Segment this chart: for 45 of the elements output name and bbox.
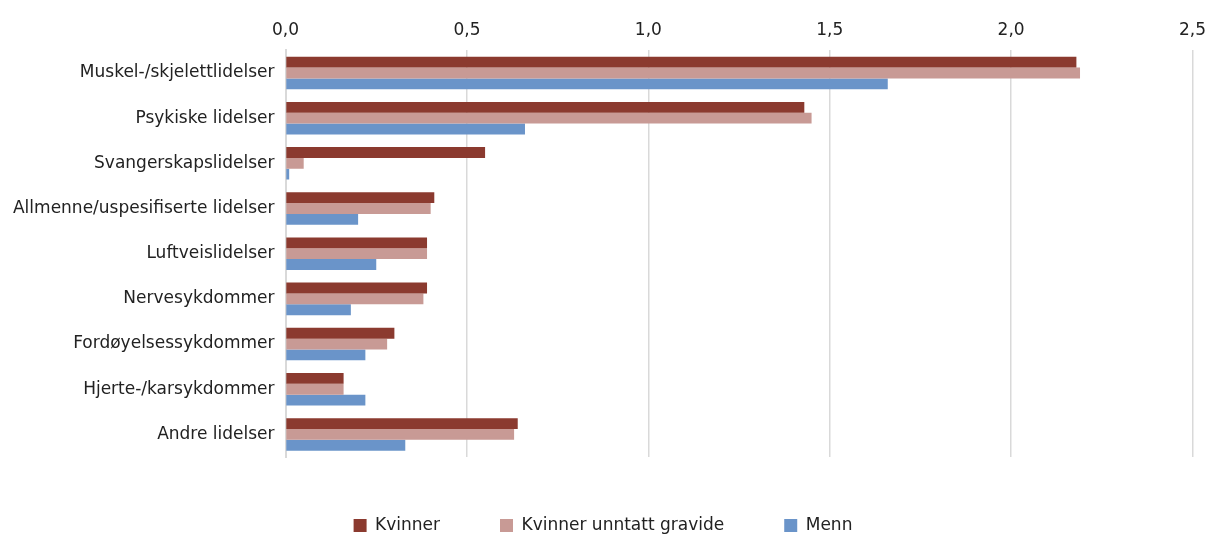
bar bbox=[286, 168, 290, 180]
bar bbox=[286, 428, 515, 440]
bar bbox=[286, 383, 344, 395]
x-tick-label: 2,5 bbox=[1178, 18, 1207, 39]
y-tick-label: Fordøyelsessykdommer bbox=[73, 332, 275, 353]
bar bbox=[286, 123, 525, 135]
bar bbox=[286, 439, 406, 451]
bar bbox=[286, 56, 1077, 68]
bar bbox=[286, 418, 518, 429]
y-tick-label: Luftveislidelser bbox=[146, 242, 275, 263]
bar bbox=[286, 259, 377, 270]
legend-label: Kvinner bbox=[375, 513, 441, 534]
bar bbox=[286, 157, 304, 169]
x-tick-label: 0,0 bbox=[272, 18, 300, 39]
bar bbox=[286, 349, 366, 361]
bar bbox=[286, 101, 805, 113]
bar bbox=[286, 147, 486, 158]
bar bbox=[286, 203, 431, 214]
bar bbox=[286, 237, 428, 249]
bar bbox=[286, 327, 395, 339]
y-tick-label: Muskel-/skjelettlidelser bbox=[79, 61, 275, 82]
x-tick-label: 1,5 bbox=[816, 18, 844, 39]
y-tick-label: Andre lidelser bbox=[157, 422, 275, 443]
legend-label: Menn bbox=[805, 513, 853, 534]
bar bbox=[286, 112, 812, 124]
y-tick-label: Svangerskapslidelser bbox=[94, 151, 275, 172]
bar bbox=[286, 192, 435, 204]
y-tick-label: Allmenne/uspesifiserte lidelser bbox=[13, 196, 275, 217]
bar bbox=[286, 372, 344, 384]
bar bbox=[286, 338, 388, 350]
bar bbox=[286, 293, 424, 305]
bar bbox=[286, 394, 366, 406]
x-tick-label: 2,0 bbox=[997, 18, 1025, 39]
y-tick-label: Nervesykdommer bbox=[123, 287, 275, 308]
x-tick-label: 0,5 bbox=[453, 18, 481, 39]
bar bbox=[286, 213, 359, 225]
bar bbox=[286, 282, 428, 294]
bar bbox=[286, 67, 1081, 79]
bar bbox=[286, 78, 888, 90]
bar bbox=[286, 304, 351, 316]
y-tick-label: Hjerte-/karsykdommer bbox=[83, 377, 275, 398]
x-tick-label: 1,0 bbox=[634, 18, 662, 39]
legend-label: Kvinner unntatt gravide bbox=[521, 513, 725, 534]
y-tick-label: Psykiske lidelser bbox=[135, 106, 275, 127]
bar bbox=[286, 248, 428, 260]
